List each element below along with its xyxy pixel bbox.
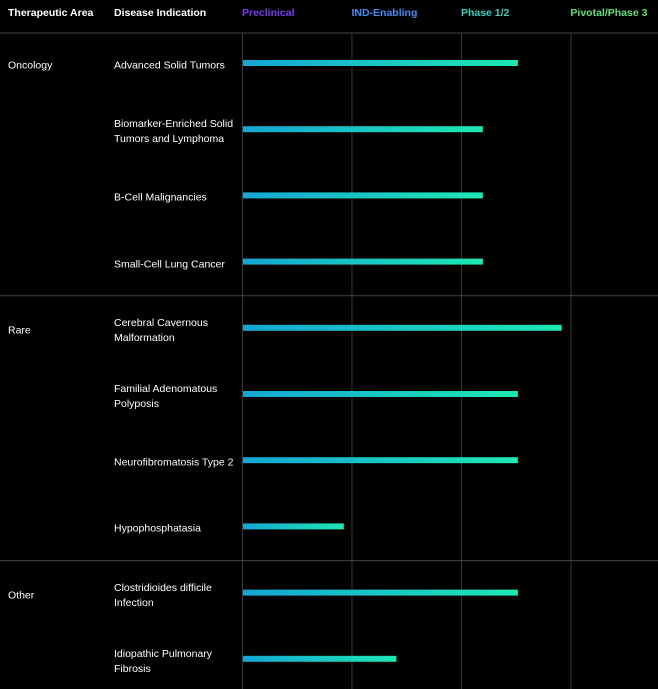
stage-label: Phase 1/2 [460,7,510,19]
indication-label: B-Cell Malignancies [114,191,207,204]
progress-bar [243,589,518,596]
progress-bar [243,523,344,530]
group-label: Rare [8,324,31,337]
indication-label: Biomarker-Enriched Solid Tumors and Lymp… [114,118,234,146]
group-label: Oncology [8,59,53,72]
indication-label: Advanced Solid Tumors [114,59,225,72]
indication-label: Idiopathic Pulmonary Fibrosis [114,647,213,675]
indication-label: Cerebral Cavernous Malformation [114,316,208,344]
indication-label: Familial Adenomatous Polyposis [114,383,218,410]
stage-label: Preclinical [242,7,295,19]
stage-label: Pivotal/Phase 3 [570,7,648,19]
progress-bar [243,391,518,397]
column-header: Disease Indication [114,7,207,19]
indication-label: Neurofibromatosis Type 2 [114,456,234,469]
progress-bar [243,258,483,265]
indication-label: Hypophosphatasia [114,522,201,535]
progress-bar [243,457,518,464]
progress-bar [243,60,518,66]
progress-bar [243,324,562,331]
progress-bar [243,655,397,662]
stage-label: IND-Enabling [351,7,418,19]
progress-bar [243,126,483,133]
indication-label: Small-Cell Lung Cancer [114,258,225,271]
progress-bar [243,192,483,199]
indication-label: Clostridioides difficile Infection [114,581,212,609]
column-header: Therapeutic Area [8,7,94,19]
group-label: Other [8,589,35,602]
